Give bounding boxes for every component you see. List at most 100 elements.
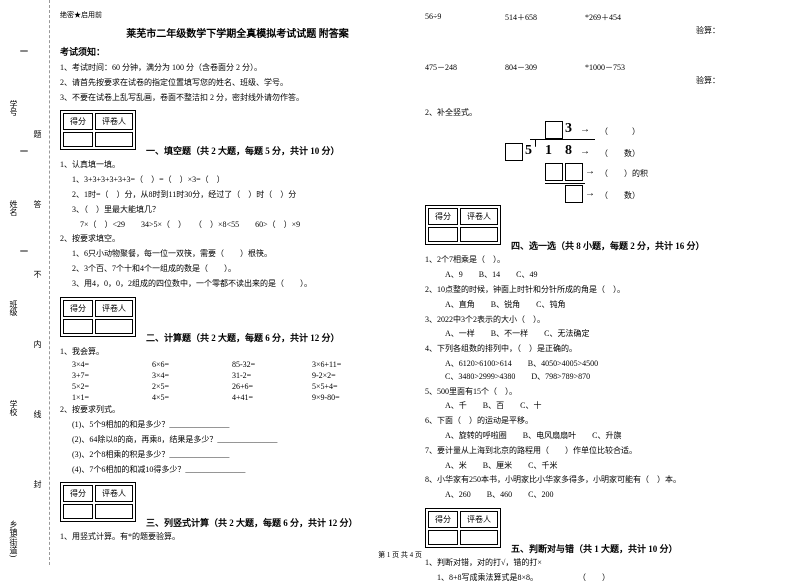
s5-q1: 1、判断对错，对的打√，错的打× [425,557,780,570]
score-box-5: 得分评卷人 [425,508,501,548]
box [565,163,583,181]
label-id: 学号 [8,100,19,116]
label-3: （ ）的积 [600,168,648,181]
arrow-icon: → [585,188,595,199]
s4-question-5: 5、500里面有15个（ ）。 [425,386,780,399]
q2-1: 1、6只小动物聚餐，每一位一双筷，需要（ ）根筷。 [60,248,415,261]
main-content: 绝密★启用前 莱芜市二年级数学下学期全真模拟考试试题 附答案 考试须知： 1、考… [55,10,795,587]
binding-sidebar: 乡镇(街道) 学校 班级 姓名 学号 封 线 内 不 答 题 [0,0,50,565]
confidential-header: 绝密★启用前 [60,10,415,20]
label-school: 学校 [8,400,19,416]
s4-options-2: A、直角 B、锐角 C、钝角 [425,299,780,312]
calc-cell: 6×6= [152,360,232,369]
score-label: 得分 [428,511,458,528]
calc-cell: 4×5= [152,393,232,402]
arrow-icon: → [580,146,590,157]
calc-row-1: 3×4=6×6=85-32=3×6+11= [60,360,415,369]
s4-options-1: A、9 B、14 C、49 [425,269,780,282]
score-label: 得分 [428,208,458,225]
verify-2: 验算： [425,75,780,88]
calc-row-2: 3+7=3×4=31-2=9-2×2= [60,371,415,380]
score-label: 得分 [63,300,93,317]
label-class: 班级 [8,300,19,316]
s4-question-8: 8、小华家有250本书，小明家比小华家多得多，小明家可能有（ ）本。 [425,474,780,487]
s3-row-2: 475－248804－309*1000－753 [425,62,780,73]
box [505,143,523,161]
calc-cell: 804－309 [505,62,585,73]
label-4: （ 数） [600,190,640,203]
s2-q2-1: (1)、5个9相加的和是多少？_______________ [60,419,415,432]
box [565,185,583,203]
calc-cell: 2×5= [152,382,232,391]
s4-question-4: 4、下列各组数的排列中，（ ）是正确的。 [425,343,780,356]
num-1: 1 [545,143,552,159]
q1-3: 3、（ ）里最大能填几？ [60,204,415,217]
box [545,163,563,181]
calc-cell: 475－248 [425,62,505,73]
notice-2: 2、请首先按要求在试卷的指定位置填写您的姓名、班级、学号。 [60,77,415,90]
score-label: 得分 [63,485,93,502]
s4-options-6: A、旋转的呼啦圈 B、电风扇扇叶 C、升旗 [425,430,780,443]
arrow-icon: → [580,124,590,135]
grader-label: 评卷人 [460,208,498,225]
label-2: （ 数） [600,148,640,161]
calc-row-3: 5×2=2×5=26+6=5×5+4= [60,382,415,391]
section-3-title: 三、列竖式计算（共 2 大题，每题 6 分，共计 12 分） [146,518,358,528]
calc-cell: 4+41= [232,393,312,402]
left-column: 绝密★启用前 莱芜市二年级数学下学期全真模拟考试试题 附答案 考试须知： 1、考… [55,10,420,587]
calc-cell: 9-2×2= [312,371,392,380]
notice-1: 1、考试时间：60 分钟，满分为 100 分（含卷面分 2 分）。 [60,62,415,75]
s2-q1-title: 1、我会算。 [60,346,415,359]
calc-cell: 56÷9 [425,12,505,23]
calc-cell: 9×9-80= [312,393,392,402]
grader-label: 评卷人 [460,511,498,528]
s4-question-2: 2、10点整的时候，钟面上时针和分针所成的角是（ ）。 [425,284,780,297]
grader-label: 评卷人 [95,113,133,130]
q2-title: 2、按要求填空。 [60,233,415,246]
grader-label: 评卷人 [95,485,133,502]
div-bracket [535,139,536,147]
s4-options-7: A、米 B、厘米 C、千米 [425,460,780,473]
num-8: 8 [565,143,572,159]
calc-cell: 85-32= [232,360,312,369]
s2-q2-3: (3)、2个8相乘的积是多少？_______________ [60,449,415,462]
section-2-title: 二、计算题（共 2 大题，每题 6 分，共计 12 分） [146,333,340,343]
calc-cell: 5×5+4= [312,382,392,391]
num-5: 5 [525,143,532,159]
s2-q2-4: (4)、7个6相加的和减10得多少？_______________ [60,464,415,477]
s3-row-1: 56÷9514＋658*269＋454 [425,12,780,23]
calc-cell: 3×6+11= [312,360,392,369]
calc-cell: 3×4= [72,360,152,369]
calc-cell: 1×1= [72,393,152,402]
seal-4: 不 [32,270,43,278]
seal-2: 线 [32,410,43,418]
staple-icon [20,250,28,252]
calc-cell: 3×4= [152,371,232,380]
notice-3: 3、不要在试卷上乱写乱画，卷面不整洁扣 2 分，密封线外请勿作答。 [60,92,415,105]
calc-cell: 31-2= [232,371,312,380]
right-column: 56÷9514＋658*269＋454 验算： 475－248804－309*1… [420,10,785,587]
div-line [530,139,595,140]
s4-question-3: 3、2022中3个2表示的大小（ ）。 [425,314,780,327]
calc-cell: 3+7= [72,371,152,380]
verify-1: 验算： [425,25,780,38]
q1-title: 1、认真填一填。 [60,159,415,172]
calc-cell: *269＋454 [585,12,665,23]
score-box-3: 得分评卷人 [60,482,136,522]
arrow-icon: → [585,166,595,177]
label-1: （ ） [600,126,640,139]
label-name: 姓名 [8,200,19,216]
q2-2: 2、3个百、7个十和4个一组成的数是（ ）。 [60,263,415,276]
q1-4: 7×（ ）<29 34>5×（ ） （ ）×8<55 60>（ ）×9 [60,219,415,232]
section-1-title: 一、填空题（共 2 大题，每题 5 分，共计 10 分） [146,146,340,156]
seal-1: 封 [32,480,43,488]
s2-q2-title: 2、按要求列式。 [60,404,415,417]
seal-6: 题 [32,130,43,138]
division-diagram: 3 → （ ） 5 1 8 → （ 数） → （ ）的积 → （ 数） [465,121,780,201]
s4-options-8: A、260 B、460 C、200 [425,489,780,502]
calc-cell: *1000－753 [585,62,665,73]
s4-options-4: A、6120>6100>614 B、4050>4005>4500 C、3480>… [425,358,780,384]
q2-3: 3、用4，0，0，2组成的四位数中，一个零都不读出来的是（ ）。 [60,278,415,291]
page-number: 第 1 页 共 4 页 [378,550,422,560]
staple-icon [20,150,28,152]
